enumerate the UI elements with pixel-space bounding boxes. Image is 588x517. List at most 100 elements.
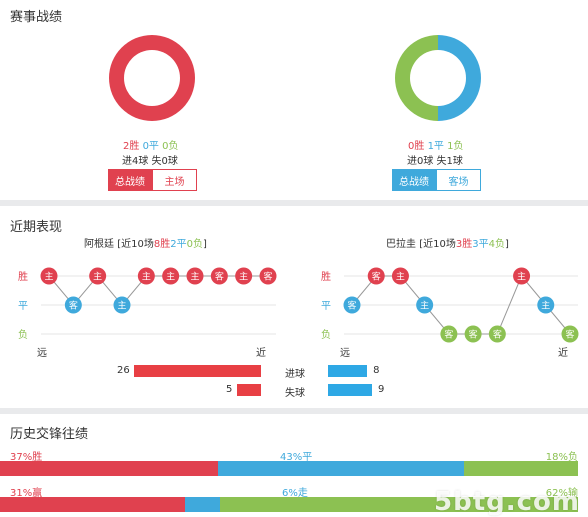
h2h-bar-segment (218, 461, 464, 476)
home-form-point (89, 267, 107, 285)
home-draw-count: 0平 (142, 141, 159, 152)
draw-count: 3平 (472, 239, 489, 250)
home-venue-label: 主 (117, 300, 126, 312)
h2h-bar-segment (0, 497, 185, 512)
home-venue-label: 主 (44, 271, 53, 283)
away-record-tabs: 总战绩 客场 (392, 169, 481, 191)
away-venue-label: 客 (372, 271, 381, 283)
home-goals: 进4球 失0球 (122, 156, 178, 167)
h2h-loss-pct: 18%负 (545, 452, 578, 463)
away-venue-label: 主 (517, 271, 526, 283)
away-axis-label-L: 负 (321, 328, 331, 341)
season-record-panel: 赛事战绩 2胜 0平 0负 进4球 失0球 总战绩 主场 0胜 1平 1负 进0… (0, 0, 588, 200)
away-venue-label: 客 (444, 329, 453, 341)
section-title: 赛事战绩 (10, 10, 63, 25)
home-form-point (40, 267, 58, 285)
h2h-handicap-win-pct: 31%赢 (10, 488, 43, 499)
home-venue-label: 主 (190, 271, 199, 283)
home-loss-count: 0负 (162, 141, 179, 152)
h2h-bar-segment (220, 497, 578, 512)
loss-count: 4负 (488, 239, 505, 250)
home-record-donut (109, 35, 195, 121)
away-form-point (537, 296, 555, 314)
section-title: 历史交锋往绩 (10, 427, 89, 442)
h2h-draw-pct: 43%平 (280, 452, 313, 463)
home-form-point (64, 296, 82, 314)
away-team-name: 巴拉圭 (386, 239, 416, 250)
away-goals-against-bar (328, 384, 372, 396)
watermark-logo: 5btg.com (434, 487, 580, 517)
h2h-win-pct: 37%胜 (10, 452, 43, 463)
home-venue-label: 主 (166, 271, 175, 283)
h2h-handicap-push-pct: 6%走 (282, 488, 308, 499)
away-far-label: 远 (340, 347, 350, 359)
away-form-point (561, 325, 579, 343)
away-venue-label: 主 (420, 300, 429, 312)
tab-total-record[interactable]: 总战绩 (392, 169, 436, 191)
home-form-point (186, 267, 204, 285)
away-venue-label: 客 (565, 329, 574, 341)
tab-home[interactable]: 主场 (152, 169, 197, 191)
tab-away[interactable]: 客场 (436, 169, 481, 191)
away-form-point (513, 267, 531, 285)
home-venue-label: 主 (239, 271, 248, 283)
home-venue-label: 主 (142, 271, 151, 283)
away-form-line (351, 275, 571, 335)
goals-for-label: 进球 (285, 369, 305, 380)
away-form-point (416, 296, 434, 314)
home-venue-label: 客 (263, 271, 272, 283)
summary-suffix: ] (504, 239, 509, 250)
h2h-handicap-loss-pct: 62%输 (545, 488, 578, 499)
summary-suffix: ] (202, 239, 207, 250)
home-goals-against-bar (236, 384, 261, 396)
home-form-line (48, 275, 268, 306)
loss-count: 0负 (186, 239, 203, 250)
draw-count: 2平 (170, 239, 187, 250)
home-form-point (259, 267, 277, 285)
away-win-count: 0胜 (408, 141, 425, 152)
tab-total-record[interactable]: 总战绩 (108, 169, 152, 191)
head-to-head-panel: 历史交锋往绩 37%胜 43%平 18%负 31%赢 6%走 62%输 5btg… (0, 414, 588, 517)
recent-form-panel: 近期表现 阿根廷 [近10场8胜2平0负] 巴拉圭 [近10场3胜3平4负] 胜… (0, 206, 588, 408)
away-form-point (488, 325, 506, 343)
away-venue-label: 主 (541, 300, 550, 312)
away-venue-label: 客 (493, 329, 502, 341)
home-win-count: 2胜 (123, 141, 140, 152)
away-goals-for-value: 8 (373, 365, 380, 376)
home-form-point (162, 267, 180, 285)
h2h-bar-segment (464, 461, 578, 476)
away-goals: 进0球 失1球 (407, 156, 463, 167)
away-goals-for-bar (328, 365, 368, 377)
away-form-summary: 巴拉圭 [近10场3胜3平4负] (386, 235, 509, 250)
home-near-label: 近 (256, 346, 266, 359)
away-axis-label-D: 平 (321, 301, 331, 312)
home-goals-for-bar (134, 365, 261, 377)
away-venue-label: 客 (469, 329, 478, 341)
away-form-point (464, 325, 482, 343)
home-form-point (235, 267, 253, 285)
away-form-point (391, 267, 409, 285)
win-count: 3胜 (455, 239, 473, 250)
away-wdl: 0胜 1平 1负 (408, 137, 464, 152)
home-far-label: 远 (37, 347, 47, 359)
away-loss-count: 1负 (447, 141, 464, 152)
home-goals-for-value: 26 (117, 365, 130, 376)
h2h-bar-segment (185, 497, 220, 512)
home-wdl: 2胜 0平 0负 (123, 137, 179, 152)
win-count: 8胜 (153, 239, 171, 250)
away-form-point (343, 296, 361, 314)
away-form-point (440, 325, 458, 343)
summary-prefix: [近10场 (117, 239, 154, 250)
home-form-summary: 阿根廷 [近10场8胜2平0负] (84, 235, 207, 250)
away-goals-against-value: 9 (377, 384, 385, 395)
away-form-point (367, 267, 385, 285)
section-title: 近期表现 (10, 220, 63, 235)
away-near-label: 近 (558, 346, 568, 359)
home-venue-label: 主 (93, 271, 102, 283)
home-venue-label: 客 (69, 300, 78, 312)
away-axis-label-W: 胜 (321, 271, 331, 283)
away-venue-label: 主 (396, 271, 405, 283)
home-venue-label: 客 (215, 271, 224, 283)
home-form-point (113, 296, 131, 314)
h2h-bar-segment (0, 461, 218, 476)
